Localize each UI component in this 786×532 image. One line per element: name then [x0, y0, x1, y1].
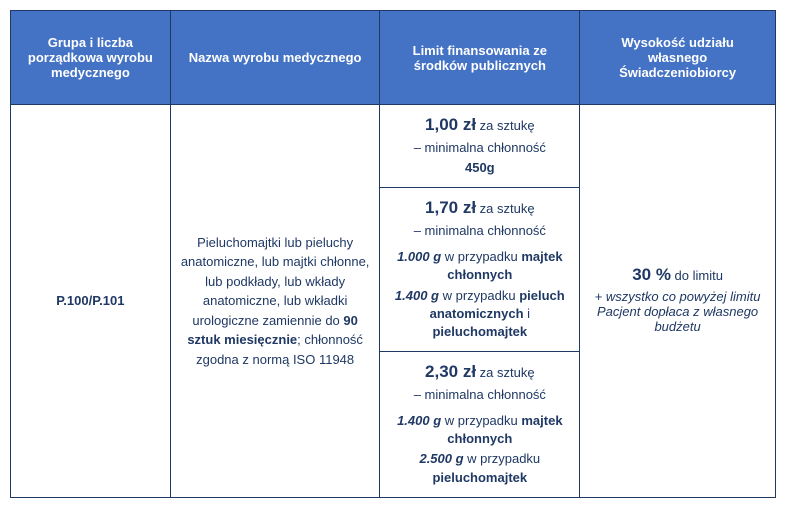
share-bold: 30 % — [632, 265, 671, 284]
limit2-g2: 2.500 g — [419, 451, 463, 466]
limit1-g2: 1.400 g — [395, 288, 439, 303]
limit-cell-2: 2,30 zł za sztukę – minimalna chłonność … — [380, 352, 580, 498]
financing-table: Grupa i liczba porządkowa wyrobu medyczn… — [10, 10, 776, 498]
header-row: Grupa i liczba porządkowa wyrobu medyczn… — [11, 11, 776, 105]
table-row: P.100/P.101 Pieluchomajtki lub pieluchy … — [11, 105, 776, 188]
product-desc-cell: Pieluchomajtki lub pieluchy anatomiczne,… — [170, 105, 380, 498]
header-limit: Limit finansowania ze środków publicznyc… — [380, 11, 580, 105]
header-product: Nazwa wyrobu medycznego — [170, 11, 380, 105]
limit2-price: 2,30 zł — [425, 362, 476, 381]
share-cell: 30 % do limitu + wszystko co powyżej lim… — [580, 105, 776, 498]
share-italic: + wszystko co powyżej limitu Pacjent dop… — [590, 289, 765, 334]
limit0-price: 1,00 zł — [425, 115, 476, 134]
limit1-sub1: – minimalna chłonność — [390, 222, 569, 240]
limit0-g1: 450g — [390, 159, 569, 177]
limit1-price: 1,70 zł — [425, 198, 476, 217]
limit0-sub1: – minimalna chłonność — [390, 139, 569, 157]
limit2-g1-suffix: w przypadku — [441, 413, 521, 428]
header-share: Wysokość udziału własnego Świadczeniobio… — [580, 11, 776, 105]
product-desc-pre: Pieluchomajtki lub pieluchy anatomiczne,… — [181, 235, 370, 328]
header-group: Grupa i liczba porządkowa wyrobu medyczn… — [11, 11, 171, 105]
limit1-g2-and: i — [524, 306, 531, 321]
limit2-sub1: – minimalna chłonność — [390, 386, 569, 404]
limit2-per: za sztukę — [476, 365, 535, 380]
share-post: do limitu — [671, 268, 723, 283]
limit1-g2-bold2: pieluchomajtek — [432, 324, 527, 339]
limit0-per: za sztukę — [476, 118, 535, 133]
limit1-g2-suffix: w przypadku — [439, 288, 519, 303]
limit-cell-1: 1,70 zł za sztukę – minimalna chłonność … — [380, 188, 580, 352]
limit1-g1-suffix: w przypadku — [441, 249, 521, 264]
limit2-g1: 1.400 g — [397, 413, 441, 428]
limit1-g1: 1.000 g — [397, 249, 441, 264]
code-cell: P.100/P.101 — [11, 105, 171, 498]
limit-cell-0: 1,00 zł za sztukę – minimalna chłonność … — [380, 105, 580, 188]
limit2-g2-suffix: w przypadku — [464, 451, 541, 466]
limit1-per: za sztukę — [476, 201, 535, 216]
limit2-g2-bold1: pieluchomajtek — [432, 470, 527, 485]
